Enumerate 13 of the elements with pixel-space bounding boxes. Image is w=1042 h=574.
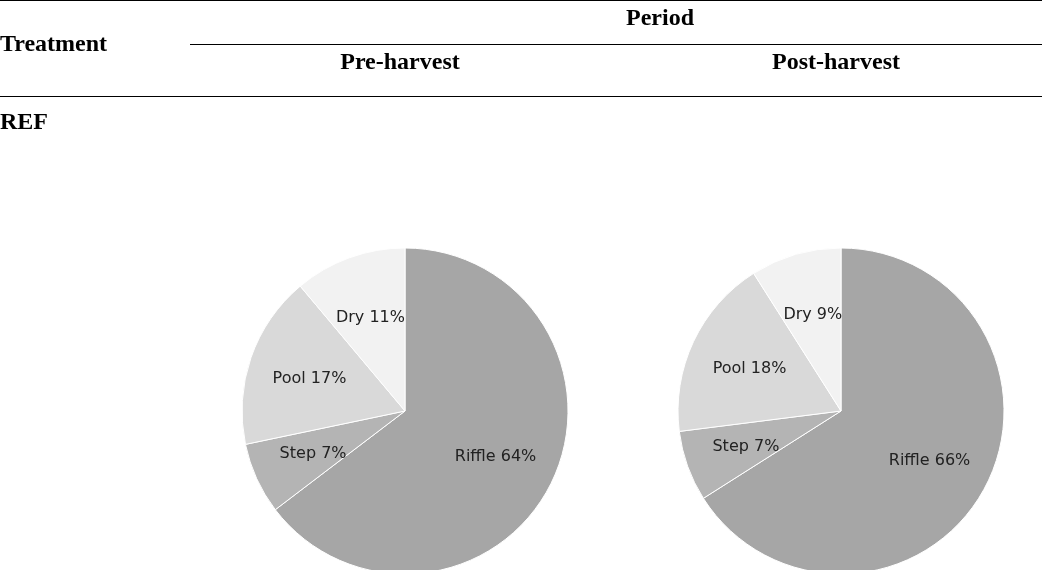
text: Period <box>625 4 695 31</box>
text: Treatment <box>0 30 108 57</box>
text: REF <box>0 108 48 135</box>
slice-label: Step 7% <box>712 435 780 455</box>
slice-label: Riffle 64% <box>454 446 537 466</box>
slice-label: Riffle 66% <box>888 450 971 470</box>
slice-label: Pool 18% <box>712 358 787 378</box>
chart-title: Pre-harvest <box>339 48 461 76</box>
slice-label: Step 7% <box>279 443 347 463</box>
slice-label: Pool 17% <box>272 368 347 388</box>
slice-label: Dry 11% <box>335 306 405 326</box>
slice-label: Dry 9% <box>783 304 843 324</box>
chart-title: Post-harvest <box>771 48 901 76</box>
